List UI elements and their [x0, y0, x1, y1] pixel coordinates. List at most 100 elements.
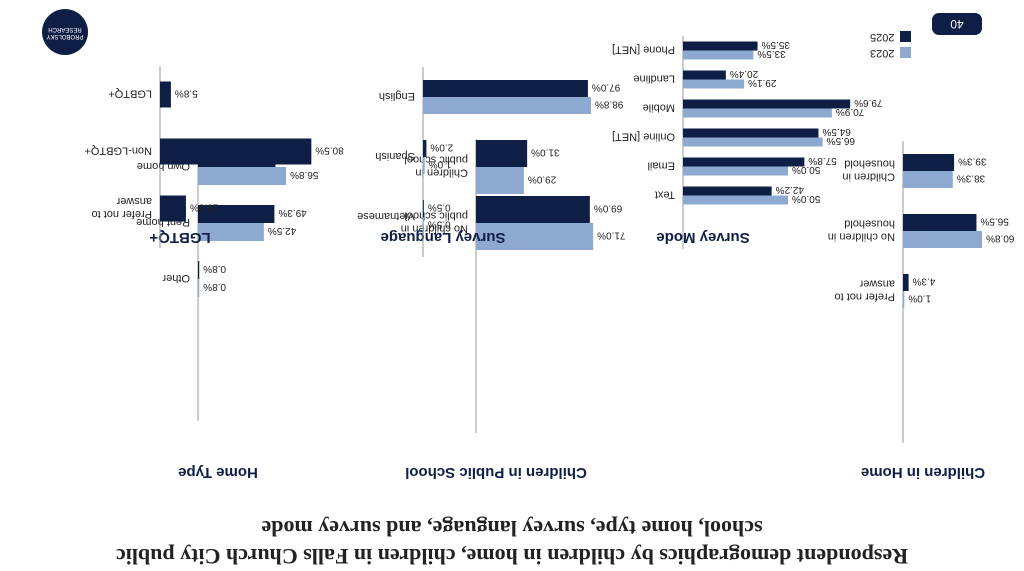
category-label-survey-mode-phone-net: Phone [NET] — [612, 44, 675, 56]
category-label-children-in-home-children-in-household: Children in — [842, 171, 895, 183]
data-label-children-in-public-school-children-in-public-school-2023: 29.0% — [528, 174, 556, 185]
category-label-survey-language-english: English — [379, 90, 415, 102]
logo-line2: RESEARCH — [48, 26, 82, 32]
bar-survey-mode-landline-2025 — [683, 70, 726, 80]
bar-children-in-public-school-no-children-in-public-school-2023 — [476, 223, 594, 250]
data-label-children-in-home-prefer-not-to-answer-2023: 1.0% — [908, 293, 931, 304]
legend-label-2025: 2025 — [870, 31, 895, 43]
bar-survey-mode-mobile-2023 — [683, 108, 832, 118]
data-label-home-type-rent-home-2023: 42.5% — [268, 225, 296, 236]
bar-home-type-own-home-2023 — [198, 167, 287, 185]
category-label-survey-language-vietnamese: Vietnamese — [357, 210, 415, 222]
bar-survey-language-english-2025 — [423, 80, 588, 97]
bar-survey-language-spanish-2025 — [423, 140, 427, 157]
bar-lgbtq-lgbtq-2025 — [160, 81, 171, 108]
category-label-survey-mode-email: Email — [647, 160, 675, 172]
bar-survey-mode-online-net-2025 — [683, 128, 819, 138]
category-label-lgbtq-non-lgbtq: Non-LGBTQ+ — [84, 145, 152, 157]
bar-home-type-rent-home-2023 — [198, 223, 264, 241]
data-label-children-in-home-children-in-household-2023: 38.3% — [957, 173, 985, 184]
category-label-children-in-public-school-no-children-in-public-school: No children in — [401, 223, 468, 235]
bar-survey-mode-mobile-2025 — [683, 99, 851, 109]
bar-children-in-home-children-in-household-2023 — [903, 171, 953, 188]
bar-children-in-home-children-in-household-2025 — [903, 154, 955, 171]
data-label-survey-mode-landline-2025: 20.4% — [730, 68, 758, 79]
data-label-children-in-home-children-in-household-2025: 39.3% — [958, 156, 986, 167]
data-label-survey-mode-online-net-2023: 66.5% — [827, 135, 855, 146]
data-label-children-in-home-no-children-in-household-2025: 56.5% — [980, 216, 1008, 227]
data-label-survey-mode-email-2025: 57.8% — [808, 155, 836, 166]
data-label-lgbtq-prefer-not-to-answer-2025: 13.8% — [190, 202, 218, 213]
bar-survey-language-spanish-2023 — [423, 157, 425, 174]
category-label-survey-mode-online-net: Online [NET] — [612, 131, 675, 143]
bar-survey-mode-email-2023 — [683, 166, 788, 176]
chart-title-lgbtq: LGBTQ+ — [149, 229, 210, 246]
category-label-survey-mode-landline: Landline — [633, 73, 675, 85]
data-label-survey-mode-text-2023: 50.0% — [792, 193, 820, 204]
bar-children-in-public-school-children-in-public-school-2025 — [476, 140, 528, 167]
bar-survey-mode-text-2023 — [683, 195, 788, 205]
category-label-children-in-home-no-children-in-household: No children in — [828, 231, 895, 243]
bar-survey-mode-email-2025 — [683, 157, 805, 167]
data-label-survey-mode-mobile-2023: 70.9% — [836, 106, 864, 117]
bar-children-in-home-prefer-not-to-answer-2023 — [903, 291, 905, 308]
data-label-lgbtq-lgbtq-2025: 5.8% — [175, 88, 198, 99]
data-label-survey-language-spanish-2025: 2.0% — [430, 142, 453, 153]
category-label-survey-mode-text: Text — [655, 189, 675, 201]
data-label-home-type-other-2025: 0.8% — [203, 263, 226, 274]
data-label-children-in-public-school-no-children-in-public-school-2025: 69.0% — [594, 203, 622, 214]
data-label-survey-mode-email-2023: 50.0% — [792, 164, 820, 175]
chart-title-survey-mode: Survey Mode — [656, 229, 749, 246]
data-label-survey-mode-mobile-2025: 79.6% — [854, 97, 882, 108]
chart-title-children-in-public-school: Children in Public School — [405, 464, 587, 481]
category-label-survey-mode-mobile: Mobile — [643, 102, 675, 114]
logo-line1: PROBOLSKY — [46, 33, 84, 39]
bar-children-in-home-no-children-in-household-2025 — [903, 214, 977, 231]
legend-swatch-2023 — [900, 47, 912, 59]
category-label-children-in-home-prefer-not-to-answer-line2: answer — [859, 278, 895, 290]
data-label-survey-language-spanish-2023: 1.0% — [429, 159, 452, 170]
category-label-lgbtq-prefer-not-to-answer-line2: answer — [116, 195, 152, 207]
category-label-children-in-public-school-children-in-public-school: Children in — [415, 167, 468, 179]
data-label-survey-mode-online-net-2025: 64.5% — [822, 126, 850, 137]
data-label-lgbtq-non-lgbtq-2025: 80.5% — [315, 145, 343, 156]
data-label-survey-language-vietnamese-2023: 0.5% — [428, 219, 451, 230]
data-label-children-in-public-school-no-children-in-public-school-2023: 71.0% — [597, 230, 625, 241]
legend-item-2025: 2025 — [870, 29, 912, 45]
data-label-home-type-rent-home-2025: 49.3% — [278, 207, 306, 218]
chart-title-home-type: Home Type — [178, 464, 258, 481]
legend-swatch-2025 — [900, 31, 912, 43]
bar-children-in-public-school-children-in-public-school-2023 — [476, 167, 524, 194]
legend: 2023 2025 — [870, 29, 912, 61]
bar-children-in-home-no-children-in-household-2023 — [903, 231, 983, 248]
data-label-survey-language-english-2023: 98.8% — [595, 99, 623, 110]
bar-lgbtq-prefer-not-to-answer-2025 — [160, 195, 186, 222]
bar-survey-mode-phone-net-2023 — [683, 50, 754, 60]
category-label-lgbtq-prefer-not-to-answer: Prefer not to — [91, 208, 152, 220]
bar-home-type-rent-home-2025 — [198, 205, 275, 223]
bar-children-in-public-school-no-children-in-public-school-2025 — [476, 196, 590, 223]
data-label-home-type-other-2023: 0.8% — [203, 281, 226, 292]
data-label-survey-language-vietnamese-2025: 0.5% — [428, 202, 451, 213]
bar-survey-language-english-2023 — [423, 97, 591, 114]
data-label-survey-language-english-2025: 97.0% — [592, 82, 620, 93]
bar-children-in-home-prefer-not-to-answer-2025 — [903, 274, 909, 291]
chart-title-survey-language: Survey Language — [380, 229, 505, 246]
bar-home-type-other-2025 — [198, 261, 200, 279]
bar-lgbtq-non-lgbtq-2025 — [160, 138, 312, 165]
data-label-survey-mode-text-2025: 42.2% — [776, 184, 804, 195]
bar-survey-mode-landline-2023 — [683, 79, 745, 89]
data-label-survey-mode-phone-net-2025: 35.5% — [761, 39, 789, 50]
legend-label-2023: 2023 — [870, 47, 895, 59]
category-label-children-in-home-prefer-not-to-answer: Prefer not to — [834, 291, 895, 303]
data-label-children-in-public-school-children-in-public-school-2025: 31.0% — [531, 147, 559, 158]
data-label-survey-mode-landline-2023: 29.1% — [748, 77, 776, 88]
category-label-children-in-home-no-children-in-household-line2: household — [844, 218, 895, 230]
bar-home-type-other-2023 — [198, 279, 200, 297]
company-logo: PROBOLSKY RESEARCH — [42, 9, 88, 55]
data-label-survey-mode-phone-net-2023: 33.5% — [757, 48, 785, 59]
data-label-children-in-home-no-children-in-household-2023: 60.8% — [986, 233, 1014, 244]
bar-survey-mode-text-2025 — [683, 186, 772, 196]
